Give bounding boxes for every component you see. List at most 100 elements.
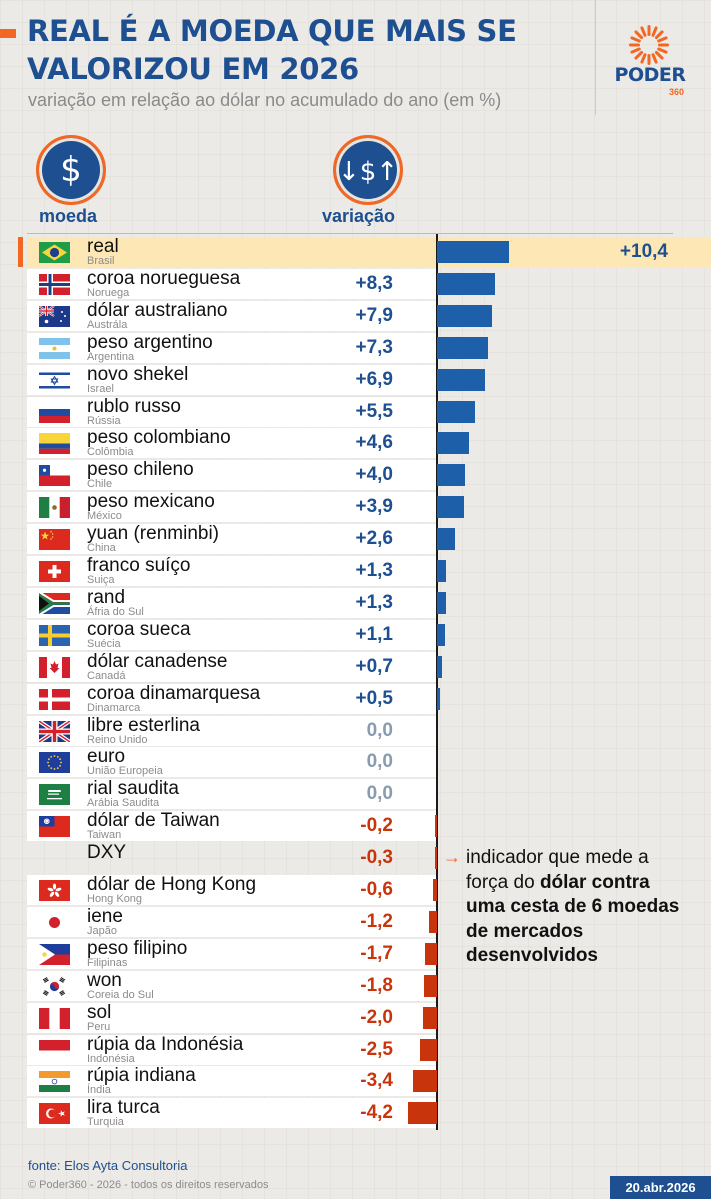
table-row: peso chileno Chile +4,0: [27, 460, 436, 490]
country-name: Peru: [87, 1021, 111, 1033]
currency-name: iene: [87, 906, 123, 927]
logo-word: PODER: [614, 64, 686, 86]
chart-subtitle: variação em relação ao dólar no acumulad…: [28, 90, 502, 110]
table-row: yuan (renminbi) China +2,6: [27, 524, 436, 554]
value-label: +3,9: [355, 496, 393, 517]
value-label: +6,9: [355, 369, 393, 390]
turkey-flag-icon: [39, 1103, 70, 1124]
value-label: -3,4: [360, 1070, 393, 1091]
south-korea-flag-icon: [39, 976, 70, 997]
value-label: +5,5: [355, 401, 393, 422]
canada-flag-icon: [39, 657, 70, 678]
value-label: +8,3: [355, 273, 393, 294]
philippines-flag-icon: [39, 944, 70, 965]
title-accent-bar: [0, 29, 16, 38]
currency-name: rúpia indiana: [87, 1065, 196, 1086]
column-header-currency: moeda: [39, 206, 98, 226]
currency-name: rúpia da Indonésia: [87, 1034, 244, 1055]
table-row: euro União Europeia 0,0: [27, 747, 436, 777]
country-name: Colômbia: [87, 446, 134, 458]
mexico-flag-icon: [39, 497, 70, 518]
table-row: rúpia indiana Índia -3,4: [27, 1066, 436, 1096]
country-name: Índia: [87, 1084, 111, 1096]
dxy-note: indicador que mede a força do dólar cont…: [466, 846, 691, 969]
country-name: Hong Kong: [87, 893, 143, 905]
currency-name: franco suíço: [87, 555, 191, 576]
currency-name: coroa dinamarquesa: [87, 683, 261, 704]
bar: [437, 688, 441, 710]
currency-name: libre esterlina: [87, 715, 200, 736]
country-name: Turquia: [87, 1116, 124, 1128]
value-label: +4,0: [355, 464, 393, 485]
country-name: Chile: [87, 478, 113, 490]
country-name: Argentina: [87, 351, 135, 363]
value-label: +7,9: [355, 305, 393, 326]
table-row: dólar canadense Canadá +0,7: [27, 652, 436, 682]
currency-name: dólar australiano: [87, 300, 228, 321]
currency-name: peso chileno: [87, 459, 194, 480]
bar: [437, 305, 492, 327]
currency-name: coroa sueca: [87, 619, 191, 640]
china-flag-icon: [39, 529, 70, 550]
colombia-flag-icon: [39, 433, 70, 454]
value-label: +4,6: [355, 432, 393, 453]
country-name: Filipinas: [87, 957, 128, 969]
bar: [437, 528, 456, 550]
svg-text:↓$↑: ↓$↑: [338, 157, 398, 187]
uk-flag-icon: [39, 721, 70, 742]
table-row: rublo russo Rússia +5,5: [27, 397, 436, 427]
bar: [437, 241, 510, 263]
value-label: +0,5: [355, 688, 393, 709]
currency-name: peso argentino: [87, 332, 213, 353]
currency-name: yuan (renminbi): [87, 523, 219, 544]
currency-name: DXY: [87, 842, 127, 863]
table-row: DXY -0,3: [27, 843, 436, 873]
bar: [437, 369, 485, 391]
zero-axis: [436, 234, 438, 1130]
hong-kong-flag-icon: [39, 880, 70, 901]
currency-name: real: [87, 236, 119, 257]
currency-name: won: [87, 970, 122, 991]
bar: [413, 1070, 437, 1092]
table-row: rúpia da Indonésia Indonésia -2,5: [27, 1035, 436, 1065]
value-label: +1,3: [355, 560, 393, 581]
currency-name: rand: [87, 587, 126, 608]
country-name: Reino Unido: [87, 734, 148, 746]
value-label: -1,7: [360, 943, 393, 964]
dollar-sign-icon: $: [36, 135, 106, 205]
currency-name: dólar de Taiwan: [87, 810, 220, 831]
bar: [435, 815, 437, 837]
bar: [428, 911, 437, 933]
bar: [437, 273, 495, 295]
value-label: -2,5: [360, 1039, 393, 1060]
value-label: -0,3: [360, 847, 393, 868]
country-name: Austrála: [87, 319, 128, 331]
currency-name: peso filipino: [87, 938, 188, 959]
value-label: -0,6: [360, 879, 393, 900]
bar: [437, 560, 447, 582]
column-header-change: variação: [322, 206, 396, 226]
peru-flag-icon: [39, 1008, 70, 1029]
south-africa-flag-icon: [39, 593, 70, 614]
note-arrow-icon: →: [443, 847, 461, 867]
bar: [424, 975, 437, 997]
bar: [434, 847, 437, 869]
bar: [423, 1007, 437, 1029]
currency-name: dólar de Hong Kong: [87, 874, 257, 895]
value-label: 0,0: [366, 783, 393, 804]
bar: [425, 943, 437, 965]
copyright-text: © Poder360 - 2026 - todos os direitos re…: [28, 1179, 269, 1191]
currency-name: coroa norueguesa: [87, 268, 241, 289]
currency-name: peso mexicano: [87, 491, 215, 512]
bar: [419, 1039, 437, 1061]
value-label: -1,8: [360, 975, 393, 996]
eu-flag-icon: [39, 752, 70, 773]
country-name: China: [87, 542, 116, 554]
table-row: coroa sueca Suécia +1,1: [27, 620, 436, 650]
table-row: peso filipino Filipinas -1,7: [27, 939, 436, 969]
value-label: -0,2: [360, 815, 393, 836]
saudi-flag-icon: [39, 784, 70, 805]
value-label: +2,6: [355, 528, 393, 549]
country-name: Suiça: [87, 574, 115, 586]
india-flag-icon: [39, 1071, 70, 1092]
